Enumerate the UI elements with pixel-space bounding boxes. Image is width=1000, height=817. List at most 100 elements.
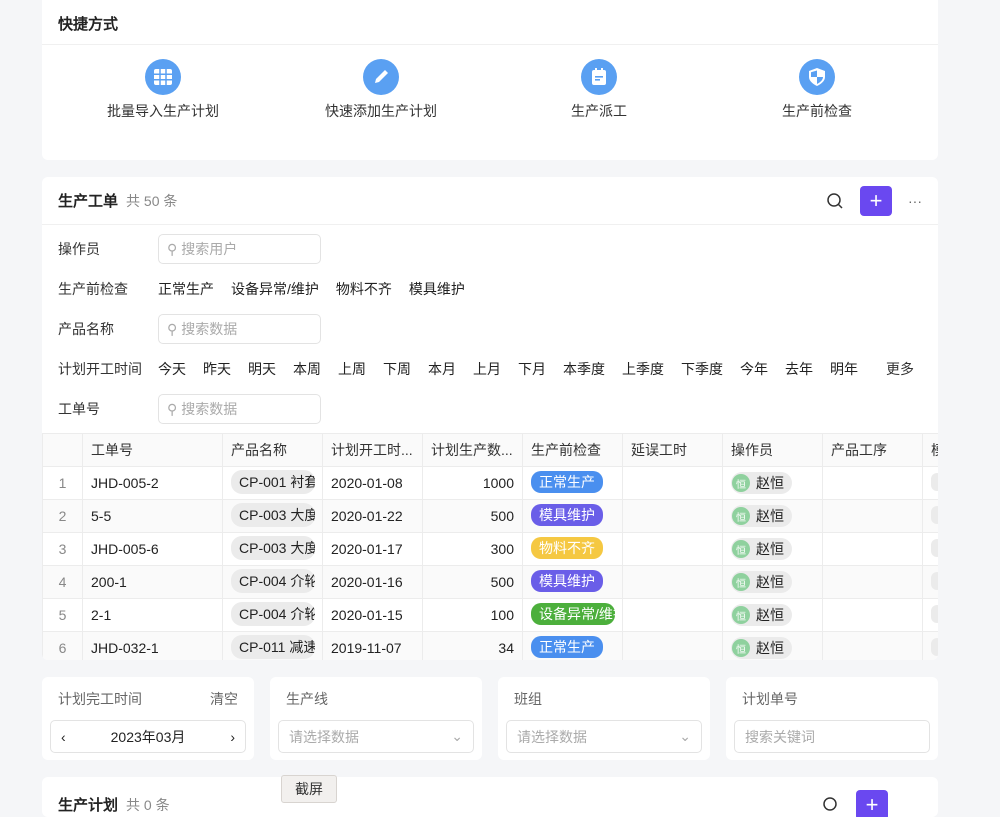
table-row[interactable]: 1 JHD-005-2 CP-001 衬套 2020-01-08 1000 正常… [43,467,939,500]
quantity: 500 [423,566,523,599]
column-header[interactable] [43,434,83,467]
time-option[interactable]: 上月 [473,359,501,379]
column-header[interactable]: 产品名称 [223,434,323,467]
shortcut-calendar[interactable]: 生产派工 [490,59,708,121]
time-option[interactable]: 本周 [293,359,321,379]
avatar: 恒 [732,507,750,525]
order-no: JHD-032-1 [83,632,223,661]
time-option[interactable]: 明年 [830,359,858,379]
delay-hours [623,566,723,599]
table-row[interactable]: 4 200-1 CP-004 介轮 2020-01-16 500 模具维护 恒赵… [43,566,939,599]
shortcut-grid[interactable]: 批量导入生产计划 [54,59,272,121]
delay-hours [623,500,723,533]
quantity: 100 [423,599,523,632]
time-option[interactable]: 本季度 [563,359,605,379]
time-option[interactable]: 明天 [248,359,276,379]
precheck-option[interactable]: 设备异常/维护 [231,279,319,299]
table-row[interactable]: 6 JHD-032-1 CP-011 减速 2019-11-07 34 正常生产… [43,632,939,661]
table-row[interactable]: 3 JHD-005-6 CP-003 大度 2020-01-17 300 物料不… [43,533,939,566]
column-header[interactable]: 计划开工时... [323,434,423,467]
more-icon[interactable]: ··· [908,193,922,209]
time-option[interactable]: 本月 [428,359,456,379]
time-option[interactable]: 下月 [518,359,546,379]
column-header[interactable]: 延误工时 [623,434,723,467]
precheck-option[interactable]: 正常生产 [158,279,214,299]
row-index: 6 [43,632,83,661]
clear-button[interactable]: 清空 [210,689,238,709]
table-row[interactable]: 2 5-5 CP-003 大度 2020-01-22 500 模具维护 恒赵恒 [43,500,939,533]
shortcut-label: 快速添加生产计划 [325,103,437,119]
add-button[interactable]: + [860,186,892,216]
chevron-down-icon: ⌄ [451,728,463,745]
row-index: 1 [43,467,83,500]
search-icon: ⚲ [167,321,177,338]
time-option[interactable]: 下季度 [681,359,723,379]
quantity: 300 [423,533,523,566]
precheck-option[interactable]: 模具维护 [409,279,465,299]
search-icon[interactable] [826,192,844,210]
month-value: 2023年03月 [111,727,186,747]
shortcut-shield[interactable]: 生产前检查 [708,59,926,121]
cut-cell [931,605,938,623]
time-option[interactable]: 今年 [740,359,768,379]
order-no: JHD-005-2 [83,467,223,500]
order-no: 2-1 [83,599,223,632]
time-option[interactable]: 下周 [383,359,411,379]
column-header[interactable]: 产品工序 [823,434,923,467]
time-option[interactable]: 昨天 [203,359,231,379]
time-option[interactable]: 上季度 [622,359,664,379]
row-index: 5 [43,599,83,632]
operator-search-input[interactable]: ⚲搜索用户 [158,234,321,264]
shortcut-pencil[interactable]: 快速添加生产计划 [272,59,490,121]
column-header[interactable]: 生产前检查 [523,434,623,467]
avatar: 恒 [732,540,750,558]
table-row[interactable]: 5 2-1 CP-004 介轮 2020-01-15 100 设备异常/维护 恒… [43,599,939,632]
product-process [823,467,923,500]
operator-chip: 恒赵恒 [731,505,792,527]
next-month-button[interactable]: › [230,729,235,745]
time-option[interactable]: 上周 [338,359,366,379]
order-no-search-input[interactable]: ⚲搜索数据 [158,394,321,424]
column-header[interactable]: 计划生产数... [423,434,523,467]
time-option[interactable]: 去年 [785,359,813,379]
precheck-option[interactable]: 物料不齐 [336,279,392,299]
row-index: 3 [43,533,83,566]
operator-chip: 恒赵恒 [731,604,792,626]
search-icon[interactable] [822,796,840,814]
column-header[interactable]: 模 [923,434,939,467]
finish-time-label: 计划完工时间 [58,689,142,709]
prev-month-button[interactable]: ‹ [61,729,66,745]
product-search-input[interactable]: ⚲搜索数据 [158,314,321,344]
time-option[interactable]: 今天 [158,359,186,379]
start-time-label: 计划开工时间 [58,359,158,379]
shortcut-label: 生产派工 [571,103,627,119]
precheck-label: 生产前检查 [58,279,158,299]
precheck-status-badge: 设备异常/维护 [531,603,615,625]
plan-no-label: 计划单号 [742,689,798,709]
order-no: JHD-005-6 [83,533,223,566]
column-header[interactable]: 操作员 [723,434,823,467]
start-date: 2019-11-07 [323,632,423,661]
product-tag: CP-004 介轮 [231,569,315,593]
quantity: 1000 [423,467,523,500]
start-date: 2020-01-16 [323,566,423,599]
plan-no-input[interactable]: 搜索关键词 [734,720,930,753]
cut-cell [931,572,938,590]
product-label: 产品名称 [58,319,158,339]
precheck-status-badge: 正常生产 [531,636,603,658]
line-select[interactable]: 请选择数据⌄ [278,720,474,753]
team-select[interactable]: 请选择数据⌄ [506,720,702,753]
product-process [823,632,923,661]
cut-cell [931,506,938,524]
grid-icon [145,59,181,95]
column-header[interactable]: 工单号 [83,434,223,467]
delay-hours [623,533,723,566]
team-filter: 班组 请选择数据⌄ [498,677,710,760]
more-button[interactable]: 更多 [886,359,914,379]
shield-icon [799,59,835,95]
precheck-status-badge: 物料不齐 [531,537,603,559]
start-date: 2020-01-15 [323,599,423,632]
add-plan-button[interactable]: + [856,790,888,817]
cut-cell [931,473,938,491]
operator-chip: 恒赵恒 [731,538,792,560]
